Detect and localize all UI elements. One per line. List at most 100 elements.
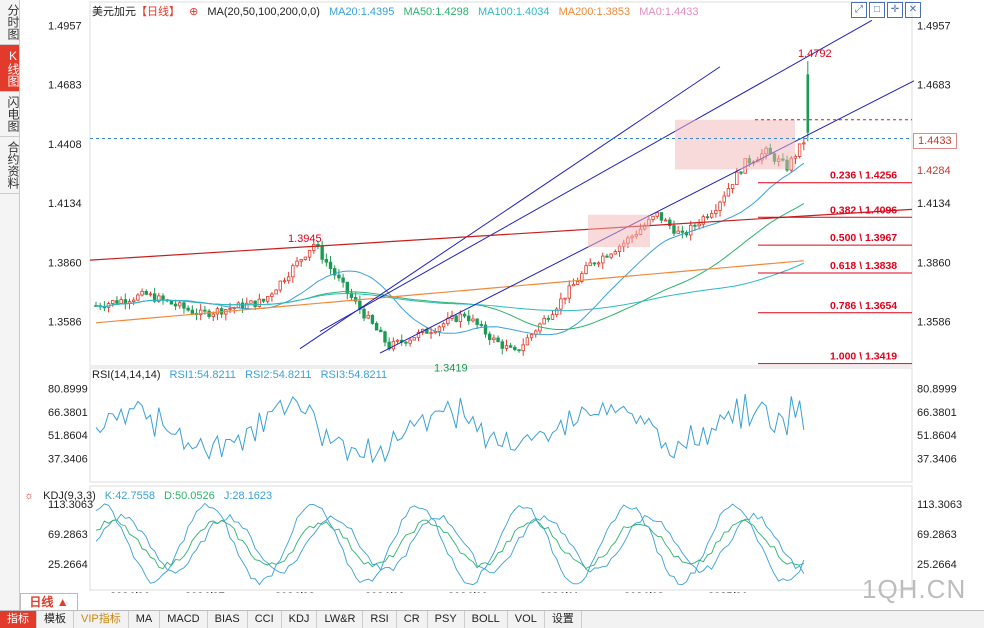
rsi-title: RSI(14,14,14)	[92, 369, 161, 381]
kdj-y-tick-left: 69.2863	[48, 529, 88, 541]
x-axis-label: 2024/11	[540, 591, 579, 593]
kdj-k-value: K:42.7558	[104, 490, 155, 502]
candle-body	[563, 297, 567, 300]
candle-body	[215, 308, 220, 315]
toolbar-boll-button[interactable]: BOLL	[465, 611, 508, 628]
candle-body	[274, 289, 278, 295]
candle-body	[601, 255, 605, 264]
settings-icon[interactable]: ⊕	[189, 6, 199, 18]
candle-body	[379, 329, 383, 333]
candle-body	[735, 171, 739, 185]
y-tick-left: 1.3586	[48, 316, 82, 328]
toolbar-template-button[interactable]: 模板	[37, 611, 74, 628]
y-tick-left: 1.4683	[48, 79, 82, 91]
x-axis-label: 2024/09	[365, 591, 405, 593]
kline-chart[interactable]: 1.49571.49571.46831.46831.44081.44081.41…	[20, 0, 984, 593]
low-price-label: 1.3419	[434, 363, 468, 375]
candle-body	[412, 337, 417, 341]
rsi-y-tick-left: 80.8999	[48, 384, 88, 396]
candle-body	[152, 293, 157, 302]
candle-body	[613, 251, 618, 255]
period-selector-button[interactable]: 日线 ▲	[20, 593, 78, 611]
candle-body	[240, 302, 245, 309]
toolbar-cr-button[interactable]: CR	[397, 611, 428, 628]
high-price-label: 1.4792	[798, 48, 832, 60]
candle-body	[228, 308, 232, 310]
kdj-legend: ☼ KDJ(9,3,3) K:42.7558 D:50.0526 J:28.16…	[24, 490, 278, 502]
toolbar-vol-button[interactable]: VOL	[508, 611, 545, 628]
candle-body	[148, 293, 153, 296]
toolbar-rsi-button[interactable]: RSI	[363, 611, 397, 628]
toolbar-bias-button[interactable]: BIAS	[208, 611, 248, 628]
candle-body	[140, 291, 144, 296]
candle-body	[199, 309, 203, 316]
candle-body	[341, 277, 345, 283]
toolbar-lwr-button[interactable]: LW&R	[317, 611, 364, 628]
toolbar-vip-indicator-button[interactable]: VIP指标	[74, 611, 129, 628]
toolbar-indicator-button[interactable]: 指标	[0, 611, 37, 628]
candle-body	[123, 299, 128, 304]
kdj-d-value: D:50.0526	[164, 490, 215, 502]
tab-contract-info[interactable]: 合约资料	[0, 137, 20, 194]
rsi-y-tick-left: 51.8604	[48, 430, 88, 442]
toolbar-macd-button[interactable]: MACD	[160, 611, 208, 628]
y-tick-left: 1.3860	[48, 257, 82, 269]
candle-body	[504, 345, 509, 349]
toolbar--button[interactable]: 设置	[545, 611, 582, 628]
close-icon[interactable]: ✕	[905, 2, 921, 18]
tab-time-share[interactable]: 分时图	[0, 0, 20, 45]
rsi-y-tick-right: 37.3406	[917, 453, 957, 465]
candle-body	[374, 323, 379, 331]
candle-body	[437, 326, 442, 332]
candle-body	[328, 261, 333, 269]
candle-body	[144, 291, 148, 295]
candle-body	[186, 307, 190, 311]
toolbar-kdj-button[interactable]: KDJ	[282, 611, 318, 628]
toolbar-ma-button[interactable]: MA	[129, 611, 161, 628]
x-axis-label: 2025/01	[708, 591, 748, 593]
tab-kline[interactable]: K线图	[0, 45, 20, 92]
candle-body	[575, 281, 580, 285]
channel-mid-line	[319, 19, 873, 332]
toolbar-cci-button[interactable]: CCI	[248, 611, 282, 628]
candle-body	[278, 280, 282, 291]
candle-body	[739, 171, 743, 174]
candle-body	[404, 341, 408, 344]
candle-body	[161, 295, 165, 301]
indicator-toolbar: 指标 模板 VIP指标 MA MACD BIAS CCI KDJ LW&R RSI CR PSY BOL…	[0, 610, 984, 628]
candle-body	[207, 310, 211, 317]
y-tick-right: 1.4957	[917, 20, 951, 32]
candle-body	[178, 302, 182, 307]
candle-body	[705, 216, 710, 219]
toolbar-psy-button[interactable]: PSY	[428, 611, 465, 628]
candle-body	[492, 337, 496, 341]
pivot-price-label: 1.3945	[288, 233, 322, 245]
x-axis-label: 2024/10	[448, 591, 488, 593]
candle-body	[257, 298, 262, 307]
candle-body	[680, 230, 685, 233]
kdj-y-tick-right: 113.3063	[917, 499, 962, 511]
candle-body	[730, 184, 735, 189]
y-tick-right: 1.4134	[917, 198, 951, 210]
candle-body	[119, 299, 123, 304]
candle-body	[136, 294, 140, 301]
ma100-value: MA100:1.4034	[477, 6, 550, 18]
fullscreen-icon[interactable]: □	[869, 2, 885, 18]
expand-icon[interactable]: ⤢	[851, 2, 867, 18]
candle-body	[550, 314, 555, 320]
fib-label: 0.236 \ 1.4256	[830, 170, 897, 182]
candle-body	[349, 292, 354, 298]
fib-label: 0.500 \ 1.3967	[830, 232, 897, 244]
crosshair-icon[interactable]: ✛	[887, 2, 903, 18]
rsi3-value: RSI3:54.8211	[320, 369, 388, 381]
tab-flash-chart[interactable]: 闪电图	[0, 92, 20, 137]
candle-body	[182, 302, 186, 309]
candle-body	[253, 300, 257, 307]
candle-body	[295, 260, 299, 267]
consolidation-zone	[675, 119, 795, 170]
sun-icon[interactable]: ☼	[24, 490, 35, 502]
symbol-name: 美元加元	[92, 6, 136, 18]
candle-body	[303, 256, 308, 260]
candle-body	[479, 324, 484, 326]
period-tag: 【日线】	[136, 6, 180, 18]
